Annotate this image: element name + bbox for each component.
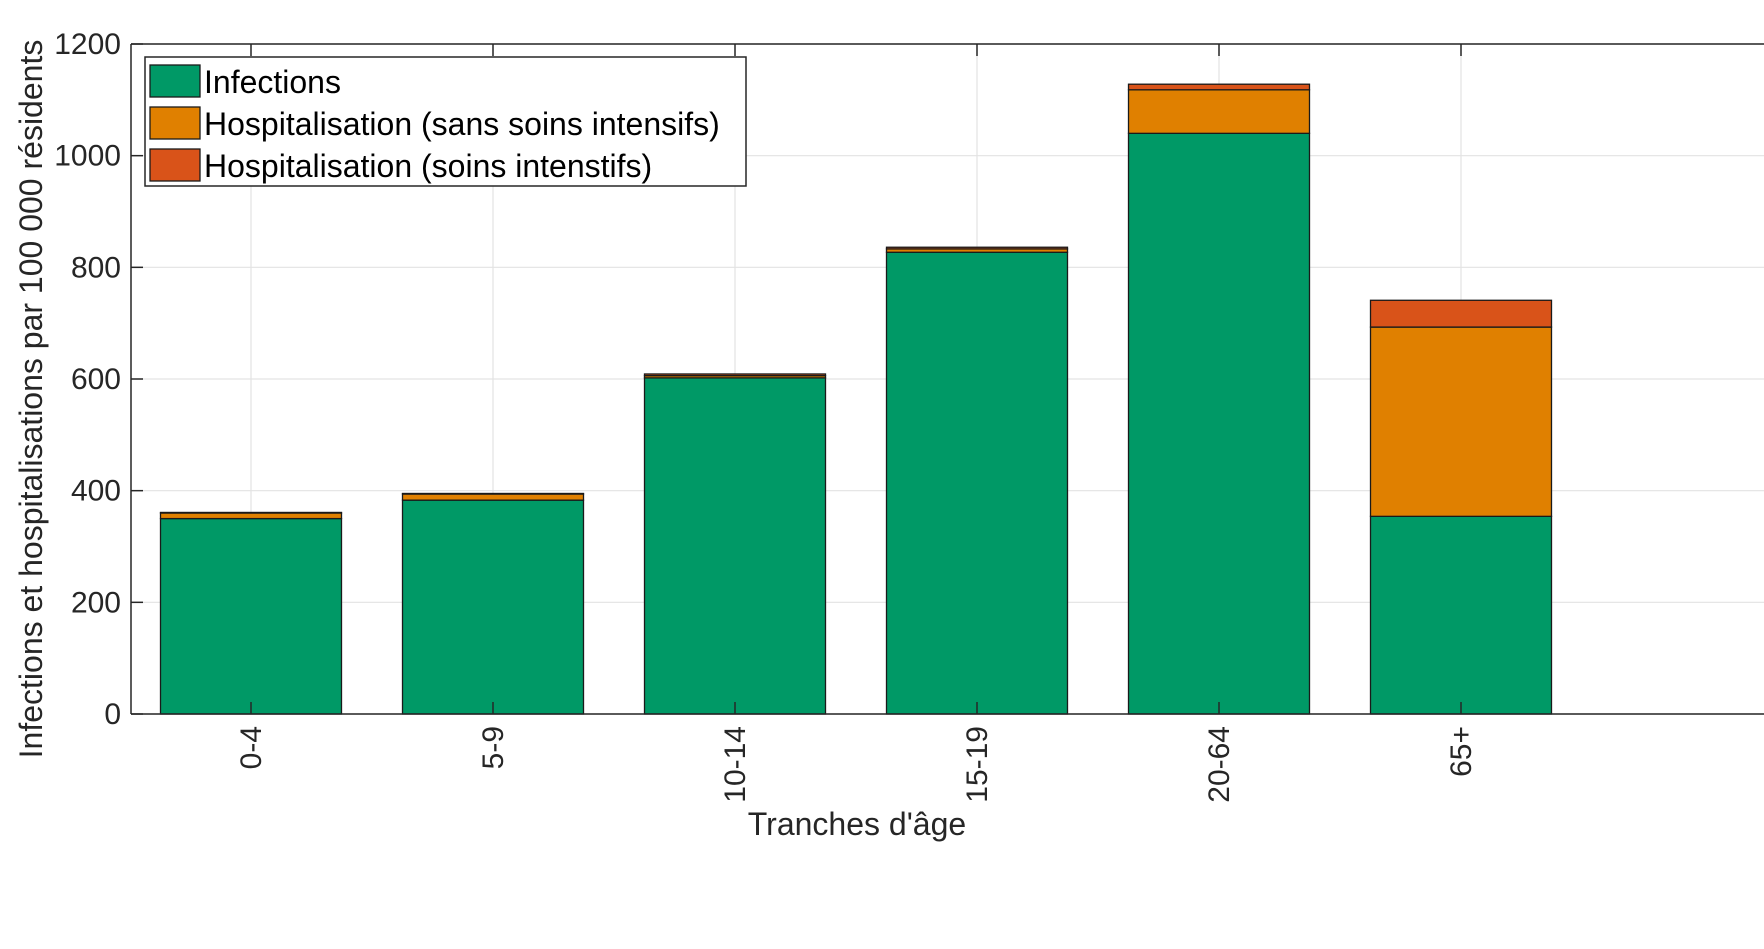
y-tick-label: 0: [104, 698, 121, 731]
bar-segment-5-9-series-1: [401, 499, 585, 715]
bar-segment-20-64-series-2: [1127, 89, 1311, 134]
bar-segment-0-4-series-3: [159, 511, 343, 514]
legend-entry-label: Hospitalisation (soins intenstifs): [204, 148, 652, 184]
y-tick-label: 1200: [54, 28, 121, 61]
legend-swatch: [149, 64, 201, 98]
legend: Infections Hospitalisation (sans soins in…: [144, 56, 747, 187]
bar-segment-5-9-series-3: [401, 492, 585, 495]
legend-entry-label: Hospitalisation (sans soins intensifs): [204, 106, 720, 142]
bar-segment-0-4-series-2: [159, 512, 343, 520]
legend-swatch: [149, 148, 201, 182]
bars-layer: [159, 83, 1553, 715]
bar-segment-65+-series-1: [1369, 515, 1553, 715]
bar-segment-65+-series-2: [1369, 326, 1553, 518]
bar-segment-20-64-series-3: [1127, 83, 1311, 91]
legend-box: [144, 56, 747, 187]
bar-segment-65+-series-3: [1369, 299, 1553, 328]
y-tick-label: 800: [71, 251, 121, 284]
y-tick-label: 200: [71, 586, 121, 619]
x-tick-label: 5-9: [477, 726, 510, 769]
y-tick-label: 1000: [54, 140, 121, 173]
bar-segment-15-19-series-1: [885, 251, 1069, 715]
bar-segment-10-14-series-3: [643, 373, 827, 377]
x-tick-label: 65+: [1445, 726, 1478, 777]
x-tick-label: 0-4: [235, 726, 268, 769]
bar-segment-5-9-series-2: [401, 493, 585, 501]
bar-segment-0-4-series-1: [159, 517, 343, 715]
legend-swatch: [149, 106, 201, 140]
y-axis-title: Infections et hospitalisations par 100 0…: [13, 40, 49, 759]
bar-segment-10-14-series-1: [643, 377, 827, 715]
bar-segment-15-19-series-3: [885, 246, 1069, 250]
y-tick-label: 400: [71, 475, 121, 508]
x-tick-label: 20-64: [1203, 726, 1236, 803]
y-tick-label: 600: [71, 363, 121, 396]
bar-segment-20-64-series-1: [1127, 132, 1311, 715]
x-axis-title: Tranches d'âge: [748, 806, 966, 842]
ticks-layer: 0 200 400 600 800 1000 1200 0-4 5-9 10-14 15-19 20-…: [54, 28, 1478, 803]
x-tick-label: 15-19: [961, 726, 994, 803]
legend-entry-label: Infections: [204, 64, 341, 100]
x-tick-label: 10-14: [719, 726, 752, 803]
